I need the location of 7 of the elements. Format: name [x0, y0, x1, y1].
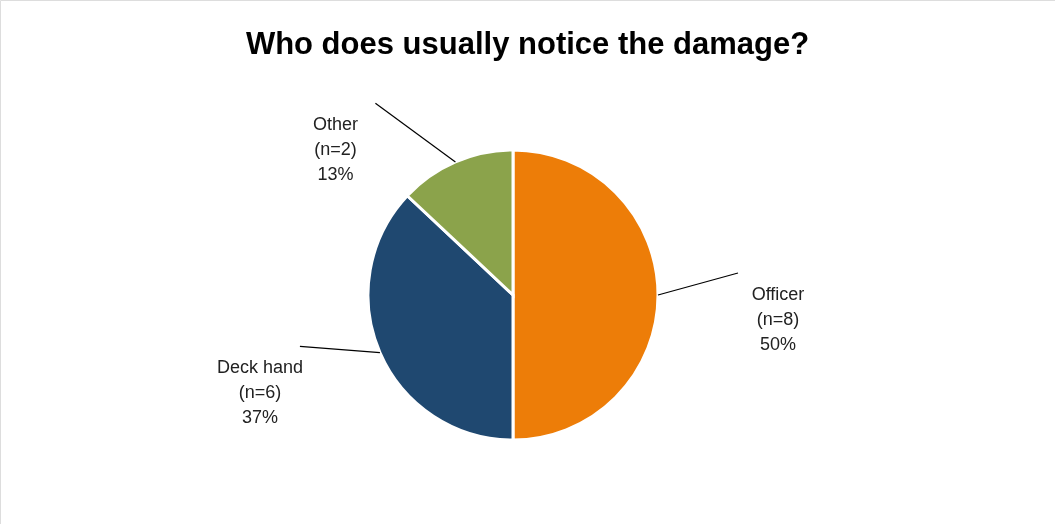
data-label: 50% — [759, 334, 797, 354]
data-label: 13% — [317, 164, 354, 185]
slice-label: Officer (n=8) — [751, 284, 805, 329]
data-label: 37% — [241, 407, 278, 428]
chart-title: Who does usually notice the damage? — [245, 26, 810, 61]
slice-label: Other (n=2) — [312, 114, 358, 160]
slice-label: Deck hand (n=6) — [216, 357, 303, 403]
